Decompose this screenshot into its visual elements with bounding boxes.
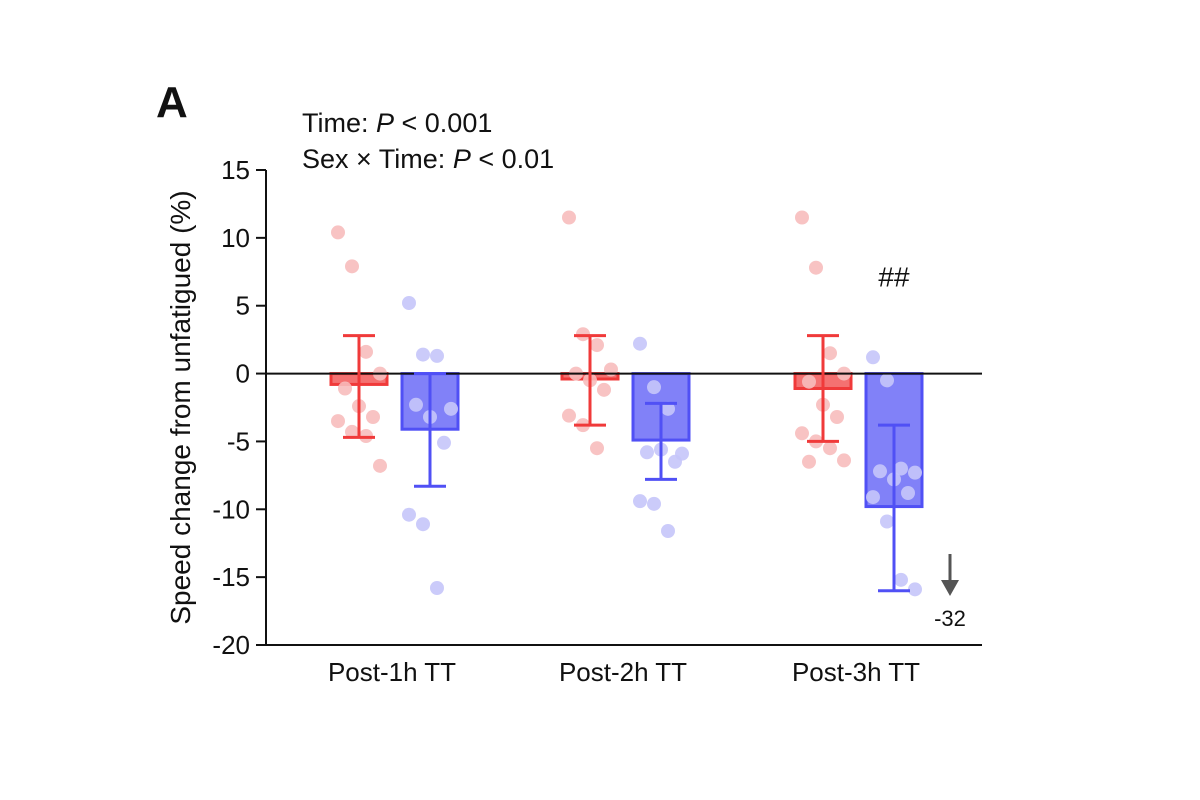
data-point — [345, 424, 359, 439]
stat-sex-time-prefix: Sex × Time: — [302, 144, 453, 174]
y-tick-label: -5 — [227, 426, 250, 456]
y-tick-label: 10 — [221, 223, 250, 253]
stat-sex-time-p: P — [452, 144, 471, 174]
data-point — [873, 464, 887, 479]
data-point — [430, 581, 444, 595]
x-tick-label: Post-1h TT — [328, 657, 456, 687]
data-point — [437, 435, 451, 450]
data-point — [338, 381, 352, 396]
data-point — [430, 348, 444, 363]
y-tick-label: 5 — [236, 291, 250, 321]
data-point — [633, 494, 647, 509]
data-point — [647, 380, 661, 395]
data-point — [901, 486, 915, 500]
x-tick-label: Post-2h TT — [559, 657, 687, 687]
y-tick-label: -20 — [212, 630, 250, 660]
data-point — [345, 259, 359, 274]
data-point — [802, 454, 816, 469]
data-point — [331, 414, 345, 429]
data-point — [562, 408, 576, 423]
data-point — [373, 458, 387, 473]
data-point — [802, 374, 816, 389]
panel-label: A — [156, 78, 188, 127]
stat-sex-time-suffix: < 0.01 — [470, 144, 555, 174]
stat-time-prefix: Time: — [302, 108, 376, 138]
data-point — [647, 496, 661, 511]
offscale-label: -32 — [934, 606, 966, 631]
y-tick-label: 0 — [236, 359, 250, 389]
data-point — [661, 401, 675, 416]
data-point — [562, 210, 576, 225]
data-point — [416, 347, 430, 362]
data-point — [416, 517, 430, 532]
data-point — [402, 507, 416, 522]
y-axis-label: Speed change from unfatigued (%) — [165, 190, 196, 624]
stat-time-suffix: < 0.001 — [394, 108, 493, 138]
significance-marker: ## — [878, 262, 910, 293]
data-point — [444, 401, 458, 416]
data-point — [661, 524, 675, 538]
data-point — [590, 338, 604, 353]
data-point — [409, 397, 423, 412]
data-point — [837, 453, 851, 468]
y-tick-label: 15 — [221, 155, 250, 185]
data-point — [668, 454, 682, 469]
data-point — [866, 490, 880, 505]
data-point — [830, 410, 844, 424]
y-tick-label: -10 — [212, 494, 250, 524]
y-tick-label: -15 — [212, 562, 250, 592]
data-point — [795, 210, 809, 225]
data-point — [402, 296, 416, 310]
data-point — [908, 465, 922, 480]
stat-time: Time: P < 0.001 — [302, 108, 492, 139]
data-point — [880, 373, 894, 388]
data-point — [331, 225, 345, 240]
data-point — [866, 350, 880, 365]
offscale-arrow-head — [941, 580, 959, 596]
data-point — [366, 410, 380, 424]
data-point — [880, 514, 894, 529]
data-point — [894, 461, 908, 476]
data-point — [359, 344, 373, 359]
stat-time-p: P — [376, 108, 395, 138]
data-point — [597, 382, 611, 397]
data-point — [795, 426, 809, 441]
data-point — [640, 445, 654, 460]
data-point — [590, 441, 604, 456]
data-point — [894, 572, 908, 587]
data-point — [908, 582, 922, 597]
data-point — [809, 260, 823, 275]
stat-sex-time: Sex × Time: P < 0.01 — [302, 144, 554, 175]
data-point — [633, 336, 647, 351]
x-tick-label: Post-3h TT — [792, 657, 920, 687]
data-point — [823, 441, 837, 456]
data-point — [823, 346, 837, 361]
